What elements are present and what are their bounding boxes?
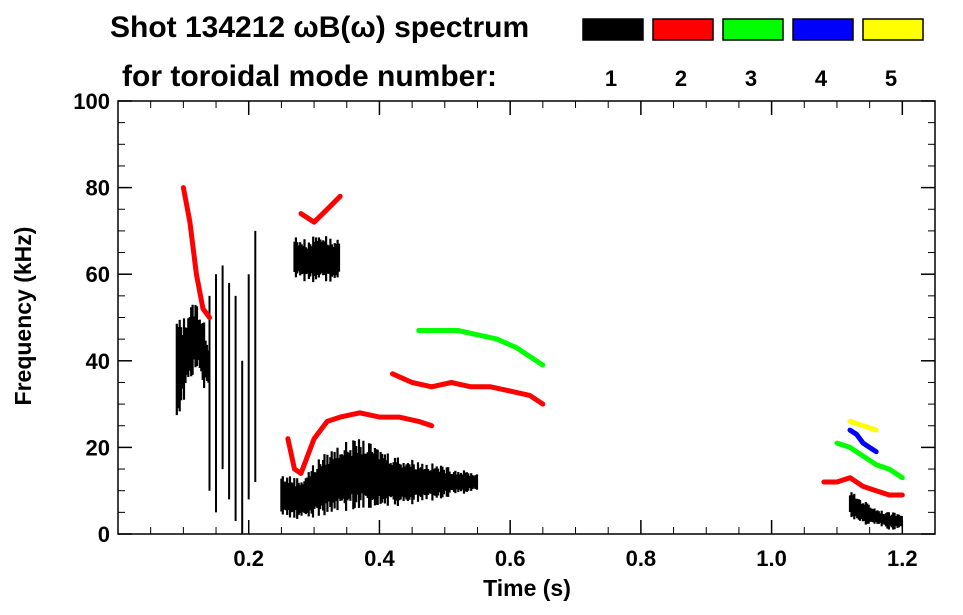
series-n-2-upper-mode <box>298 193 343 225</box>
mode-2-line <box>285 410 435 476</box>
legend-swatch-mode-4 <box>792 18 854 41</box>
x-axis-label: Time (s) <box>483 575 571 601</box>
series-n-3-mode <box>416 328 546 368</box>
legend: 1 2 3 4 5 <box>582 18 924 91</box>
x-tick-label: 0.6 <box>495 546 526 571</box>
mode-5-line <box>847 418 879 433</box>
axes: 0 20 40 60 80 100 0.2 0.4 0.6 0.8 1.0 1.2 <box>73 89 935 571</box>
series-n-1-late-band <box>848 492 903 530</box>
legend-swatch-mode-3 <box>722 18 784 41</box>
y-tick-label: 100 <box>73 89 110 114</box>
mode-2-line <box>298 193 343 225</box>
series-n-3-late-mode <box>834 440 905 481</box>
series-n-2-early-chirp <box>180 185 212 320</box>
series-n-5-late-mode <box>847 418 879 433</box>
series-n-1-early-vertical-streaks <box>208 230 257 534</box>
y-axis-label: Frequency (kHz) <box>10 227 36 406</box>
legend-swatch-mode-1 <box>582 18 644 41</box>
legend-label-mode-1: 1 <box>605 66 617 91</box>
y-tick-label: 80 <box>86 176 110 201</box>
x-tick-label: 0.8 <box>626 546 657 571</box>
x-tick-label: 0.4 <box>364 546 395 571</box>
series-n-1-low-frequency-band <box>280 439 479 519</box>
series-n-2-main-mode <box>285 410 435 476</box>
y-tick-label: 60 <box>86 262 110 287</box>
y-tick-label: 0 <box>98 522 110 547</box>
mode-4-line <box>847 427 879 455</box>
spectrum-plot-area <box>175 185 905 534</box>
mode-2-line <box>821 475 905 498</box>
legend-swatch-mode-2 <box>652 18 714 41</box>
y-tick-label: 20 <box>86 435 110 460</box>
series-n-1-early-broadband <box>175 304 210 416</box>
x-tick-label: 1.2 <box>887 546 918 571</box>
mode-3-line <box>416 328 546 368</box>
y-tick-label: 40 <box>86 349 110 374</box>
plot-frame <box>117 100 936 535</box>
legend-label-mode-4: 4 <box>815 66 828 91</box>
series-n-4-late-mode <box>847 427 879 455</box>
series-n-2-second-mode <box>390 371 546 407</box>
chart-title: Shot 134212 ωB(ω) spectrum <box>110 11 529 44</box>
mode-2-line <box>180 185 212 320</box>
mode-3-line <box>834 440 905 481</box>
legend-swatch-mode-5 <box>862 18 924 41</box>
series-n-2-late-mode <box>821 475 905 498</box>
legend-label-mode-5: 5 <box>885 66 897 91</box>
x-tick-label: 0.2 <box>233 546 264 571</box>
chart-subtitle: for toroidal mode number: <box>122 60 497 93</box>
x-tick-label: 1.0 <box>756 546 787 571</box>
mode-2-line <box>390 371 546 407</box>
legend-label-mode-2: 2 <box>675 66 687 91</box>
series-n-1-65-khz-mode <box>293 236 341 283</box>
legend-label-mode-3: 3 <box>745 66 757 91</box>
